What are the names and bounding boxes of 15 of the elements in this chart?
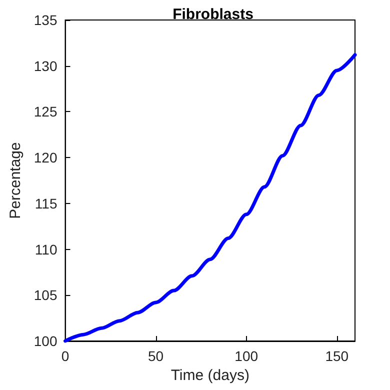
y-axis-title: Percentage — [7, 142, 24, 219]
y-tick-label: 100 — [34, 333, 58, 349]
y-tick-label: 120 — [34, 150, 58, 166]
x-tick-label: 0 — [61, 348, 70, 364]
y-tick-label: 105 — [34, 287, 58, 304]
y-tick-label: 110 — [34, 241, 58, 258]
x-tick-label: 100 — [234, 348, 258, 364]
y-tick-label: 115 — [34, 195, 58, 212]
y-tick-label: 130 — [34, 58, 58, 74]
x-axis-title: Time (days) — [170, 366, 250, 384]
y-tick-label: 135 — [34, 12, 58, 28]
x-tick-label: 50 — [148, 348, 164, 364]
chart-title: Fibroblasts — [172, 6, 254, 23]
y-tick-label: 125 — [34, 104, 58, 120]
x-tick-label: 150 — [325, 348, 349, 364]
